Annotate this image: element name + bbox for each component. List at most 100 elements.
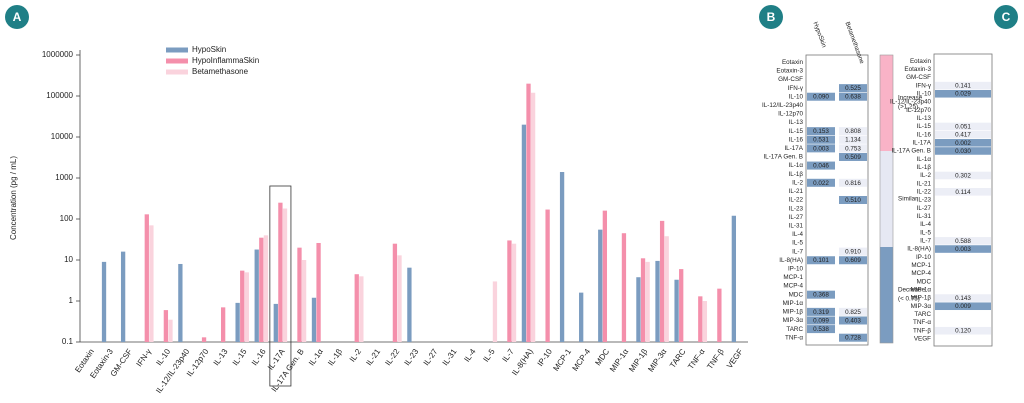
- heat-cell: [839, 144, 867, 153]
- row-label: IL-8(HA): [907, 246, 931, 253]
- heat-cell: [807, 161, 835, 170]
- bar: [120, 251, 126, 342]
- y-tick-label: 0.1: [62, 337, 74, 346]
- bar: [521, 124, 527, 342]
- row-label: GM-CSF: [906, 74, 931, 81]
- bar: [359, 276, 364, 342]
- row-label: IL-7: [920, 238, 931, 245]
- heat-cell: [839, 135, 867, 144]
- row-label: IL-8(HA): [779, 257, 803, 264]
- bar: [702, 301, 708, 342]
- cell-label: 0.003: [955, 246, 971, 253]
- row-label: MIP-1α: [911, 287, 932, 294]
- row-label: Eotaxin: [782, 59, 804, 66]
- row-label: IL-31: [789, 222, 804, 229]
- row-label: TNF-α: [785, 334, 803, 341]
- heat-cell: [807, 307, 835, 316]
- cell-label: 0.588: [955, 238, 971, 245]
- row-label: IL-17A Gen. B: [891, 148, 931, 155]
- heat-cell: [807, 178, 835, 187]
- x-tick-label: IL-4: [462, 347, 478, 364]
- y-tick-label: 1000000: [42, 50, 74, 59]
- bar: [598, 229, 603, 342]
- bar: [278, 202, 283, 342]
- cell-label: 0.417: [955, 132, 971, 139]
- key-note: (>1.25): [898, 104, 918, 111]
- bar: [254, 249, 259, 342]
- row-label: IL-17A: [784, 145, 803, 152]
- row-label: GM-CSF: [778, 76, 803, 83]
- legend-swatch: [166, 58, 188, 64]
- bar: [168, 319, 173, 342]
- bar: [297, 247, 302, 342]
- bar: [579, 292, 584, 342]
- x-tick-label: IL-16: [250, 347, 268, 368]
- x-tick-label: MIP-3α: [646, 347, 668, 374]
- x-tick-label: IFN-γ: [135, 347, 154, 368]
- heat-cell: [935, 147, 991, 155]
- cell-label: 0.003: [813, 145, 829, 152]
- row-label: IL-4: [792, 231, 803, 238]
- x-tick-label: IL-5: [481, 347, 497, 364]
- row-label: IL-17A: [912, 139, 931, 146]
- bar: [407, 267, 412, 342]
- heat-cell: [839, 127, 867, 136]
- heat-cell: [839, 247, 867, 256]
- row-label: MCP-1: [911, 262, 931, 269]
- row-label: IL-21: [917, 180, 932, 187]
- table-frame: [933, 53, 993, 347]
- row-label: MIP-1β: [783, 309, 804, 316]
- heat-cell: [935, 122, 991, 131]
- cell-label: 0.022: [813, 180, 829, 187]
- cell-label: 0.525: [845, 85, 861, 92]
- bar: [273, 303, 278, 342]
- y-tick-label: 10000: [51, 132, 74, 141]
- row-label: IL-16: [917, 131, 932, 138]
- cell-label: 0.509: [845, 154, 861, 161]
- cell-label: 0.009: [955, 303, 971, 310]
- y-tick-label: 100: [60, 214, 74, 223]
- heat-cell: [935, 171, 991, 180]
- row-label: MCP-4: [783, 283, 803, 290]
- key-label: Decrease: [898, 287, 925, 294]
- cell-label: 0.825: [845, 309, 861, 316]
- bar: [163, 310, 169, 342]
- x-tick-label: MCP-4: [570, 347, 592, 373]
- row-label: IL-12p70: [906, 107, 931, 114]
- x-tick-label: MDC: [593, 347, 611, 367]
- x-tick-label: IL-21: [364, 347, 382, 368]
- cell-label: 0.114: [955, 189, 971, 196]
- heat-cell: [839, 333, 867, 342]
- bar: [263, 235, 269, 342]
- bar: [664, 236, 669, 342]
- cell-label: 0.002: [955, 140, 971, 147]
- row-label: IL-13: [789, 119, 804, 126]
- heat-cell: [807, 325, 835, 334]
- bar: [674, 279, 679, 342]
- cell-label: 0.816: [845, 180, 861, 187]
- cell-label: 0.531: [813, 137, 829, 144]
- cell-label: 0.808: [845, 128, 861, 135]
- bar: [392, 243, 398, 342]
- bar: [602, 210, 608, 342]
- x-tick-label: IL-13: [212, 347, 230, 368]
- heat-cell: [839, 307, 867, 316]
- row-label: IL-27: [917, 205, 932, 212]
- x-tick-label: MCP-1: [551, 347, 573, 373]
- legend-label: Betamethasone: [192, 67, 249, 76]
- key-note: (< 0.75): [898, 296, 920, 303]
- cell-label: 0.029: [955, 91, 971, 98]
- cell-label: 0.153: [813, 128, 829, 135]
- cell-label: 0.753: [845, 145, 861, 152]
- bar: [101, 261, 107, 342]
- bar: [178, 263, 183, 342]
- heat-cell: [839, 152, 867, 161]
- cell-label: 0.403: [845, 317, 861, 324]
- cell-label: 0.046: [813, 163, 829, 170]
- panel-badge: [994, 5, 1018, 29]
- heat-cell: [935, 81, 991, 90]
- cell-label: 0.141: [955, 83, 971, 90]
- row-label: IL-1α: [789, 162, 804, 169]
